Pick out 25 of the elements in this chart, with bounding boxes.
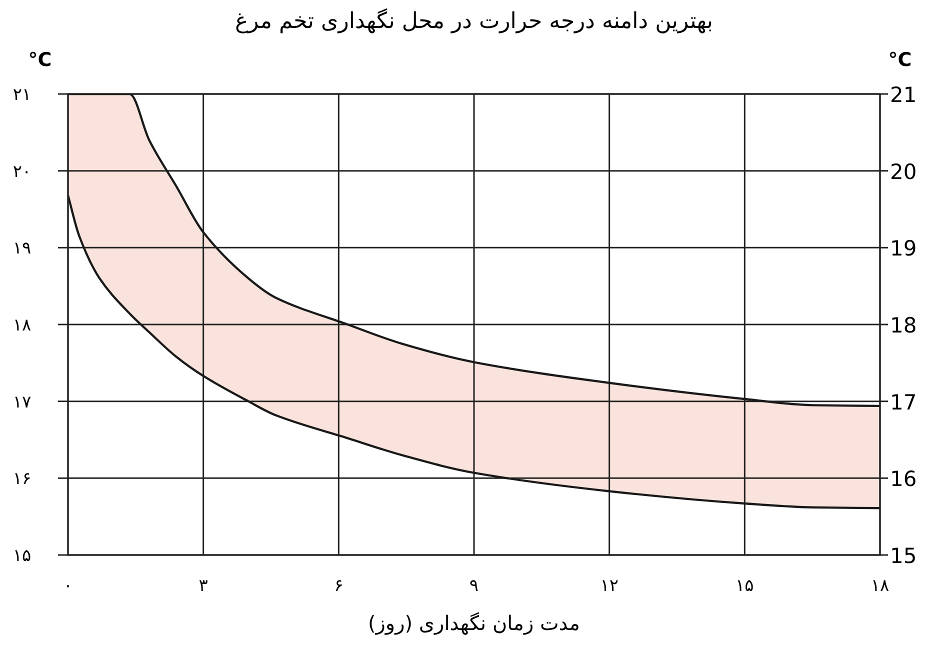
y-tick-label: ۲۰ <box>12 162 32 182</box>
y2-tick-label: 15 <box>890 544 917 568</box>
x-tick-label: ۱۲ <box>600 576 618 596</box>
x-tick-label: ۶ <box>334 576 344 596</box>
x-tick-label: ۳ <box>198 576 208 596</box>
y2-tick-label: 16 <box>890 467 917 492</box>
y-tick-label: ۱۹ <box>12 238 32 259</box>
y-tick-label: ۱۵ <box>12 546 32 566</box>
x-tick-label: ۹ <box>469 576 479 596</box>
y2-tick-label: 17 <box>890 390 917 414</box>
y-tick-label: ۱۷ <box>12 392 32 412</box>
y2-tick-label: 18 <box>890 314 917 338</box>
y-axis-title: °C <box>28 49 52 71</box>
x-tick-label: ۱۸ <box>870 576 890 596</box>
y2-tick-label: 19 <box>890 236 917 261</box>
y2-tick-label: 21 <box>890 83 917 107</box>
y-tick-label: ۱۸ <box>12 316 32 336</box>
y2-axis-title: °C <box>888 49 912 71</box>
x-tick-label: ۰ <box>63 576 73 596</box>
x-tick-label: ۱۵ <box>736 576 754 596</box>
chart-title: بهترین دامنه درجه حرارت در محل نگهداری تخم مرغ <box>235 8 713 34</box>
y2-tick-label: 20 <box>890 160 917 184</box>
x-axis-title: مدت زمان نگهداری (روز) <box>368 611 580 635</box>
y-tick-label: ۲۱ <box>12 85 32 105</box>
y-tick-label: ۱۶ <box>12 469 32 490</box>
